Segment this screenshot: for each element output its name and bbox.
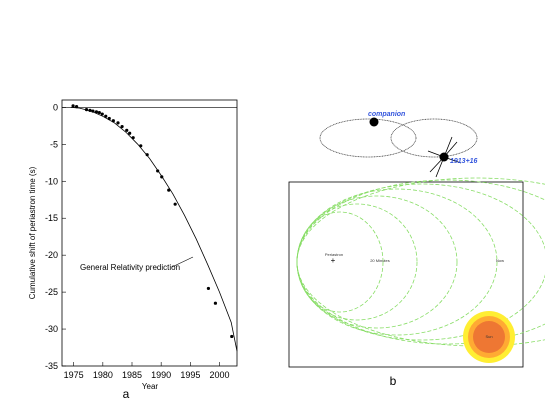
data-point	[97, 110, 101, 115]
x-tick-label: 1985	[122, 370, 142, 380]
orbit-ellipse	[296, 203, 418, 321]
data-point	[94, 110, 99, 114]
data-point	[88, 108, 92, 112]
x-tick-label: 1980	[93, 370, 113, 380]
x-tick-label: 1975	[64, 370, 84, 380]
data-point	[100, 112, 104, 116]
data-point	[230, 334, 234, 339]
companion-label: companion	[368, 111, 405, 118]
data-point	[128, 131, 132, 135]
panel-a-label: a	[123, 387, 130, 401]
annotation-pointer	[171, 256, 194, 268]
companion-orbit	[319, 118, 417, 158]
data-point	[167, 188, 171, 192]
y-tick-label: -5	[50, 139, 58, 149]
inset-focus-label: Periastron	[325, 252, 343, 257]
data-point	[173, 202, 177, 206]
pulsar-beams	[427, 136, 462, 178]
data-point	[111, 119, 115, 123]
x-tick-label: 1990	[151, 370, 171, 380]
gravitational-wave-orbits	[296, 177, 545, 347]
plot-frame	[61, 99, 238, 367]
data-point	[125, 128, 129, 132]
sun-core	[473, 321, 505, 353]
x-axis-label: Year	[142, 382, 159, 391]
data-point	[107, 116, 111, 121]
panel-a-chart: 0-5-10-15-20-25-30-35 1975 1980 1985 1990 19…	[28, 99, 238, 401]
data-point	[160, 175, 164, 179]
gr-prediction-curve	[70, 107, 238, 352]
data-point	[145, 153, 149, 157]
data-point	[71, 104, 75, 108]
y-ticks: 0 -5 -10 -15 -20 -25 -30 -35	[45, 102, 66, 371]
y-tick-label: -10	[45, 176, 58, 186]
data-point	[156, 169, 160, 173]
y-tick-label: -35	[45, 361, 58, 371]
companion-star	[369, 117, 379, 127]
y-axis-label: Cumulative shift of periastron time (s)	[28, 166, 37, 299]
sun-label: Sun	[485, 334, 492, 339]
data-point	[131, 136, 135, 140]
inset-mid-label: 20 Minutes	[370, 258, 390, 263]
x-tick-label: 1995	[180, 370, 200, 380]
data-point	[84, 108, 89, 112]
data-point	[213, 301, 218, 305]
data-point	[116, 121, 120, 125]
y-tick-label: -25	[45, 287, 58, 297]
annotation-label: General Relativity prediction	[80, 263, 180, 272]
pulsar-orbit	[390, 118, 478, 158]
data-point	[104, 114, 108, 118]
data-points	[71, 104, 234, 339]
data-point	[120, 125, 124, 129]
data-point	[91, 109, 95, 113]
data-point	[74, 105, 79, 109]
orbit-ellipse	[296, 177, 545, 347]
x-tick-label: 2000	[209, 370, 229, 380]
y-tick-label: -20	[45, 250, 58, 260]
y-tick-label: -15	[45, 213, 58, 223]
panel-b-diagram: companion 1913+16 + Periastron 20 Minute…	[288, 111, 545, 388]
panel-b-label: b	[390, 374, 397, 388]
data-point	[206, 286, 211, 291]
pulsar-label: 1913+16	[450, 158, 478, 165]
y-tick-label: 0	[53, 102, 58, 112]
inset-right-label: Now	[496, 258, 504, 263]
y-tick-label: -30	[45, 324, 58, 334]
focus-marker: +	[331, 256, 336, 265]
x-ticks: 1975 1980 1985 1990 1995 2000	[64, 362, 230, 380]
data-point	[139, 144, 143, 148]
